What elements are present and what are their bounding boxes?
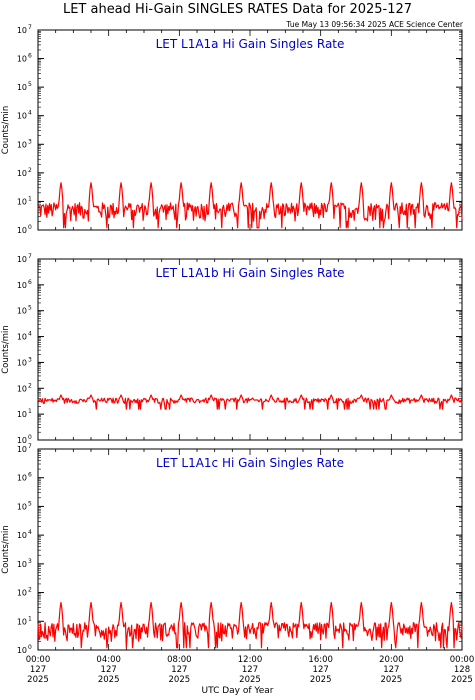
x-tick-doy-label: 128 [454, 665, 470, 675]
panel-frame [37, 448, 463, 651]
y-tick-exponent: 6 [28, 279, 32, 286]
y-tick-exponent: 1 [28, 195, 32, 202]
x-tick-year-label: 2025 [381, 675, 403, 685]
x-tick-time-label: 00:00 [26, 655, 51, 665]
panel-title: LET L1A1b Hi Gain Singles Rate [155, 266, 344, 280]
y-axis-label: Counts/min [1, 525, 11, 574]
x-tick-doy-label: 127 [101, 665, 117, 675]
y-tick-label: 10 [17, 83, 27, 92]
panel-title: LET L1A1c Hi Gain Singles Rate [156, 456, 344, 470]
y-tick-exponent: 5 [28, 81, 32, 88]
x-tick-time-label: 08:00 [167, 655, 192, 665]
y-tick-label: 10 [17, 358, 27, 367]
series-line [37, 182, 463, 229]
x-tick-doy-label: 127 [242, 665, 258, 675]
y-tick-label: 10 [17, 333, 27, 342]
y-tick-label: 10 [17, 589, 27, 598]
chart-title: LET ahead Hi-Gain SINGLES RATES Data for… [62, 2, 413, 17]
y-tick-label: 10 [17, 307, 27, 316]
y-tick-exponent: 7 [28, 443, 32, 450]
y-tick-exponent: 5 [28, 500, 32, 507]
x-axis-title: UTC Day of Year [201, 686, 274, 696]
y-tick-exponent: 5 [28, 305, 32, 312]
y-tick-label: 10 [17, 384, 27, 393]
y-tick-label: 10 [17, 140, 27, 149]
x-tick-time-label: 04:00 [96, 655, 121, 665]
y-tick-label: 10 [17, 26, 27, 35]
y-tick-exponent: 7 [28, 253, 32, 260]
x-tick-year-label: 2025 [98, 675, 120, 685]
y-tick-exponent: 2 [28, 587, 32, 594]
x-tick-year-label: 2025 [169, 675, 191, 685]
y-tick-exponent: 3 [28, 138, 32, 145]
x-tick-doy-label: 127 [383, 665, 399, 675]
y-tick-label: 10 [17, 55, 27, 64]
y-tick-exponent: 4 [28, 529, 32, 536]
x-tick-year-label: 2025 [310, 675, 332, 685]
x-tick-doy-label: 127 [30, 665, 46, 675]
x-tick-year-label: 2025 [239, 675, 261, 685]
y-tick-label: 10 [17, 531, 27, 540]
y-tick-exponent: 1 [28, 615, 32, 622]
y-tick-label: 10 [17, 112, 27, 121]
y-tick-label: 10 [17, 281, 27, 290]
y-tick-exponent: 0 [28, 224, 32, 231]
y-tick-exponent: 3 [28, 558, 32, 565]
y-tick-label: 10 [17, 445, 27, 454]
y-tick-label: 10 [17, 169, 27, 178]
y-axis-label: Counts/min [1, 106, 11, 155]
timestamp-label: Tue May 13 09:56:34 2025 ACE Science Cen… [286, 20, 463, 29]
x-tick-year-label: 2025 [451, 675, 473, 685]
x-tick-doy-label: 127 [171, 665, 187, 675]
series-line [37, 601, 463, 649]
y-tick-label: 10 [17, 502, 27, 511]
series-line [37, 394, 463, 410]
panel-frame [37, 258, 463, 441]
x-tick-time-label: 16:00 [308, 655, 333, 665]
y-tick-exponent: 7 [28, 24, 32, 31]
y-tick-exponent: 1 [28, 408, 32, 415]
y-tick-exponent: 4 [28, 331, 32, 338]
x-tick-time-label: 20:00 [379, 655, 404, 665]
x-tick-year-label: 2025 [27, 675, 49, 685]
y-tick-exponent: 4 [28, 110, 32, 117]
y-tick-exponent: 0 [28, 644, 32, 651]
y-tick-exponent: 6 [28, 53, 32, 60]
y-tick-label: 10 [17, 255, 27, 264]
y-tick-label: 10 [17, 226, 27, 235]
y-tick-label: 10 [17, 474, 27, 483]
y-tick-exponent: 6 [28, 472, 32, 479]
y-tick-label: 10 [17, 617, 27, 626]
y-tick-label: 10 [17, 560, 27, 569]
y-tick-exponent: 2 [28, 382, 32, 389]
y-tick-exponent: 0 [28, 434, 32, 441]
y-tick-label: 10 [17, 197, 27, 206]
y-axis-label: Counts/min [1, 325, 11, 374]
x-tick-time-label: 00:00 [450, 655, 475, 665]
panel-frame [37, 29, 463, 231]
x-tick-doy-label: 127 [313, 665, 329, 675]
x-tick-time-label: 12:00 [238, 655, 263, 665]
y-tick-exponent: 3 [28, 356, 32, 363]
y-tick-label: 10 [17, 646, 27, 655]
y-tick-label: 10 [17, 410, 27, 419]
panel-title: LET L1A1a Hi Gain Singles Rate [156, 37, 345, 51]
y-tick-exponent: 2 [28, 167, 32, 174]
y-tick-label: 10 [17, 436, 27, 445]
